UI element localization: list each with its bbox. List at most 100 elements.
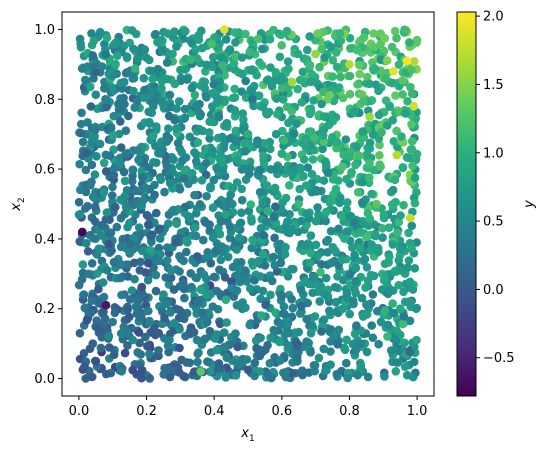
scatter-point [298,370,307,380]
scatter-point [88,192,98,202]
scatter-point [199,235,208,245]
scatter-point [172,124,181,133]
scatter-point [221,295,231,305]
scatter-point [313,29,323,38]
scatter-point [265,34,275,44]
scatter-point [134,155,143,165]
scatter-point [91,90,101,99]
scatter-point [269,325,279,335]
scatter-point [129,44,138,54]
scatter-point [392,33,401,43]
scatter-point [328,242,338,252]
scatter-point [132,309,142,319]
scatter-point [194,348,203,357]
scatter-point [157,84,166,93]
scatter-point [139,93,149,102]
scatter-point [193,357,202,367]
scatter-point [406,283,415,292]
scatter-point [169,285,179,294]
scatter-point [215,265,224,275]
scatter-point [356,339,366,349]
scatter-point [293,227,303,237]
scatter-point [328,72,337,81]
scatter-point [243,129,253,139]
scatter-point [225,222,235,231]
scatter-point [267,276,277,286]
scatter-point [326,226,336,236]
scatter-point [146,231,156,240]
scatter-point [320,53,329,62]
scatter-point [281,193,291,203]
scatter-point [301,134,311,144]
scatter-point [201,289,211,299]
scatter-point [295,309,305,318]
scatter-point [216,217,226,226]
scatter-point [198,308,207,317]
scatter-point [98,122,107,132]
scatter-point [218,166,228,176]
scatter-point [315,62,324,72]
scatter-point [369,29,378,38]
scatter-point [123,272,133,281]
scatter-point [182,75,192,84]
colorbar-tick-label: 2.0 [483,10,504,25]
scatter-point [369,64,378,74]
scatter-point [258,286,268,296]
scatter-point [102,208,112,217]
scatter-point [216,53,226,62]
scatter-point [205,326,215,336]
scatter-point [384,286,394,295]
scatter-point [391,91,400,100]
scatter-point [297,216,306,226]
scatter-point [282,165,292,175]
scatter-point [283,319,293,328]
scatter-point [145,318,154,327]
scatter-point [162,243,172,252]
scatter-point [372,199,381,209]
scatter-point [317,44,327,54]
scatter-point [210,33,219,42]
scatter-point [388,240,398,249]
scatter-point [362,300,371,309]
scatter-point [256,333,265,343]
scatter-point [363,72,372,82]
scatter-point [160,187,169,197]
scatter-point [152,158,161,167]
scatter-point [168,49,177,59]
scatter-point [284,64,293,74]
scatter-point [310,366,320,376]
scatter-point [74,280,84,290]
scatter-point [200,84,210,93]
scatter-point [91,125,100,135]
scatter-point [179,256,188,266]
scatter-point [352,45,362,55]
scatter-point [138,173,147,182]
scatter-point [403,263,412,273]
scatter-point [219,143,229,153]
scatter-point [284,118,293,128]
scatter-point [93,269,102,278]
scatter-point [402,56,412,66]
scatter-point [279,302,289,311]
scatter-point [195,200,205,209]
scatter-point [382,56,392,65]
scatter-point [82,239,91,248]
scatter-point [225,134,235,143]
scatter-point [248,235,257,245]
scatter-point [206,259,216,268]
scatter-point [100,84,109,93]
scatter-point [409,102,419,111]
scatter-point [355,60,364,70]
scatter-point [353,80,362,89]
scatter-point [306,258,315,268]
scatter-point [125,239,135,249]
scatter-point [141,332,150,342]
scatter-point [220,25,229,34]
scatter-point [233,156,242,165]
scatter-point [221,373,231,382]
scatter-point [323,168,333,178]
scatter-point [201,67,210,76]
scatter-point [116,78,126,88]
scatter-point [365,173,374,182]
